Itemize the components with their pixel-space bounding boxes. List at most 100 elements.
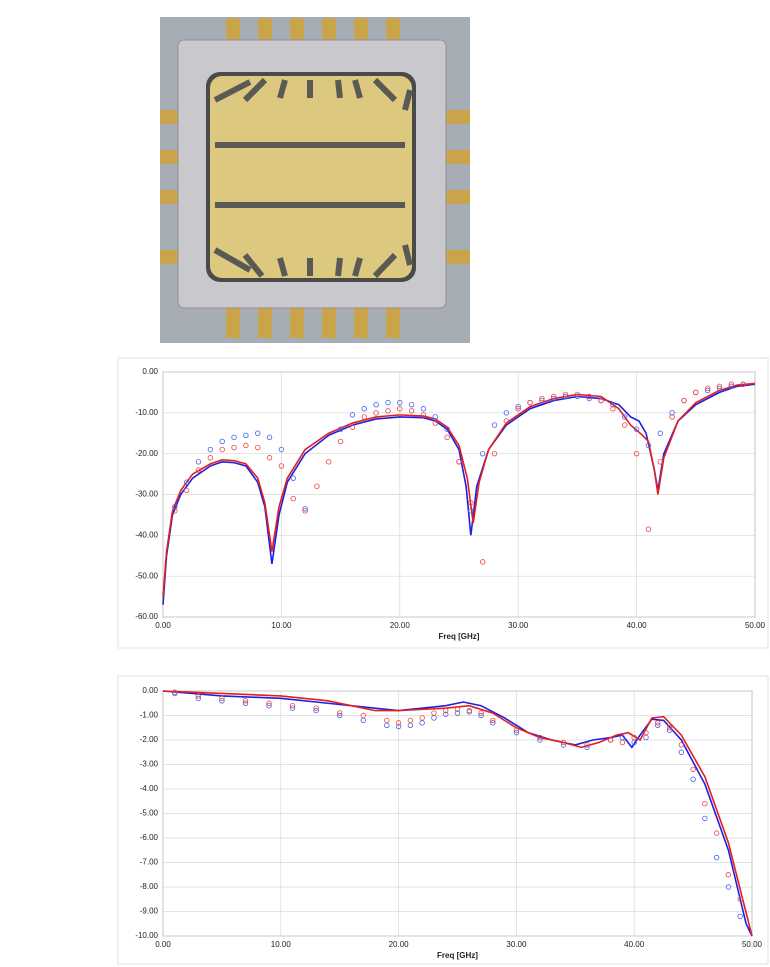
series-marker <box>395 723 402 730</box>
series-marker <box>610 406 616 412</box>
series-marker <box>669 410 675 416</box>
series-marker <box>690 776 696 782</box>
y-tick-label: -50.00 <box>135 571 158 580</box>
series-marker <box>633 450 640 457</box>
x-tick-label: 10.00 <box>271 940 292 949</box>
series-marker <box>207 446 214 453</box>
series-marker <box>290 475 296 481</box>
series-marker <box>420 406 427 412</box>
series-marker <box>479 450 486 457</box>
series-marker <box>655 720 661 726</box>
series-marker <box>669 414 675 420</box>
series-marker <box>619 739 626 746</box>
series-marker <box>407 717 414 724</box>
series-marker <box>551 395 557 402</box>
series-marker <box>349 412 356 418</box>
x-tick-label: 40.00 <box>624 940 645 949</box>
series-marker <box>586 395 592 402</box>
series-marker <box>219 695 225 702</box>
series-marker <box>313 705 319 711</box>
series-marker <box>479 559 486 565</box>
series-marker <box>243 432 249 438</box>
series-marker <box>562 393 569 400</box>
series-marker <box>491 422 498 428</box>
series-marker <box>468 499 474 506</box>
series-marker <box>560 739 567 746</box>
series-marker <box>490 717 496 724</box>
x-tick-label: 10.00 <box>271 621 292 630</box>
series-marker <box>478 712 484 719</box>
y-tick-label: -8.00 <box>140 882 159 891</box>
series-marker <box>313 707 319 714</box>
series-marker <box>737 896 743 902</box>
x-tick-label: 40.00 <box>627 621 648 630</box>
series-marker <box>243 442 249 449</box>
series-marker <box>195 693 202 699</box>
series-marker <box>515 404 521 410</box>
series-marker <box>397 406 403 412</box>
series-marker <box>219 438 225 445</box>
series-marker <box>503 418 510 424</box>
y-tick-label: -5.00 <box>140 809 159 818</box>
series-marker <box>666 727 673 733</box>
series-marker <box>562 391 569 398</box>
series-marker <box>289 703 296 709</box>
series-marker <box>468 508 474 514</box>
x-tick-label: 0.00 <box>155 621 171 630</box>
series-marker <box>195 467 202 473</box>
series-marker <box>384 717 390 724</box>
series-marker <box>539 395 545 402</box>
series-marker <box>373 410 379 416</box>
series-marker <box>289 705 296 711</box>
y-tick-label: 0.00 <box>142 367 158 376</box>
y-tick-label: -20.00 <box>135 449 158 458</box>
series-marker <box>278 463 285 469</box>
series-marker <box>537 737 543 743</box>
series-marker <box>290 495 296 502</box>
x-tick-label: 30.00 <box>506 940 527 949</box>
series-marker <box>631 734 637 741</box>
y-tick-label: -60.00 <box>135 612 158 621</box>
series-marker <box>456 459 462 465</box>
series-marker <box>584 744 590 751</box>
series-marker <box>681 397 687 404</box>
series-marker <box>702 801 708 807</box>
series-marker <box>337 438 344 445</box>
series-marker <box>645 442 652 449</box>
series-marker <box>491 450 498 457</box>
series-marker <box>183 479 190 485</box>
series-marker <box>443 711 449 717</box>
series-marker <box>704 385 711 392</box>
y-tick-label: -9.00 <box>140 907 159 916</box>
series-marker <box>219 698 225 704</box>
series-marker <box>361 414 367 420</box>
series-marker <box>432 414 439 420</box>
chart-frame <box>117 357 769 649</box>
x-tick-label: 20.00 <box>390 621 411 630</box>
series-marker <box>607 737 614 743</box>
bottom-pins <box>226 305 400 338</box>
series-marker <box>395 720 402 726</box>
series-marker <box>172 689 178 695</box>
y-tick-label: -1.00 <box>140 711 159 720</box>
series-marker <box>551 393 557 400</box>
series-marker <box>454 706 461 713</box>
series-marker <box>326 459 332 465</box>
series-marker <box>408 408 415 414</box>
y-tick-label: -7.00 <box>140 858 159 867</box>
y-tick-label: 0.00 <box>142 686 158 695</box>
x-tick-label: 0.00 <box>155 940 171 949</box>
series-marker <box>657 459 663 465</box>
series-marker <box>713 830 720 836</box>
series-marker <box>728 383 735 389</box>
y-tick-label: -10.00 <box>135 931 158 940</box>
series-marker <box>337 426 344 432</box>
y-tick-label: -4.00 <box>140 784 159 793</box>
series-marker <box>302 508 308 514</box>
chart-frame <box>117 675 769 965</box>
series-marker <box>419 715 425 721</box>
x-axis-label: Freq [GHz] <box>439 632 480 641</box>
x-tick-label: 50.00 <box>742 940 763 949</box>
series-marker <box>360 712 366 719</box>
series-marker <box>513 729 520 736</box>
